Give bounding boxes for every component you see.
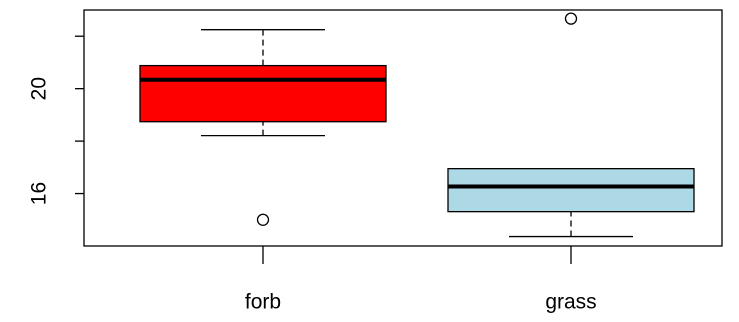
outlier xyxy=(256,213,270,226)
y-tick-label: 20 xyxy=(28,77,51,100)
outlier xyxy=(564,12,578,25)
plot-frame xyxy=(83,9,723,247)
y-tick-label: 16 xyxy=(28,182,51,205)
x-tick-label: forb xyxy=(245,291,281,314)
x-tick-label: grass xyxy=(545,291,596,314)
box xyxy=(447,167,695,213)
box xyxy=(139,64,387,123)
